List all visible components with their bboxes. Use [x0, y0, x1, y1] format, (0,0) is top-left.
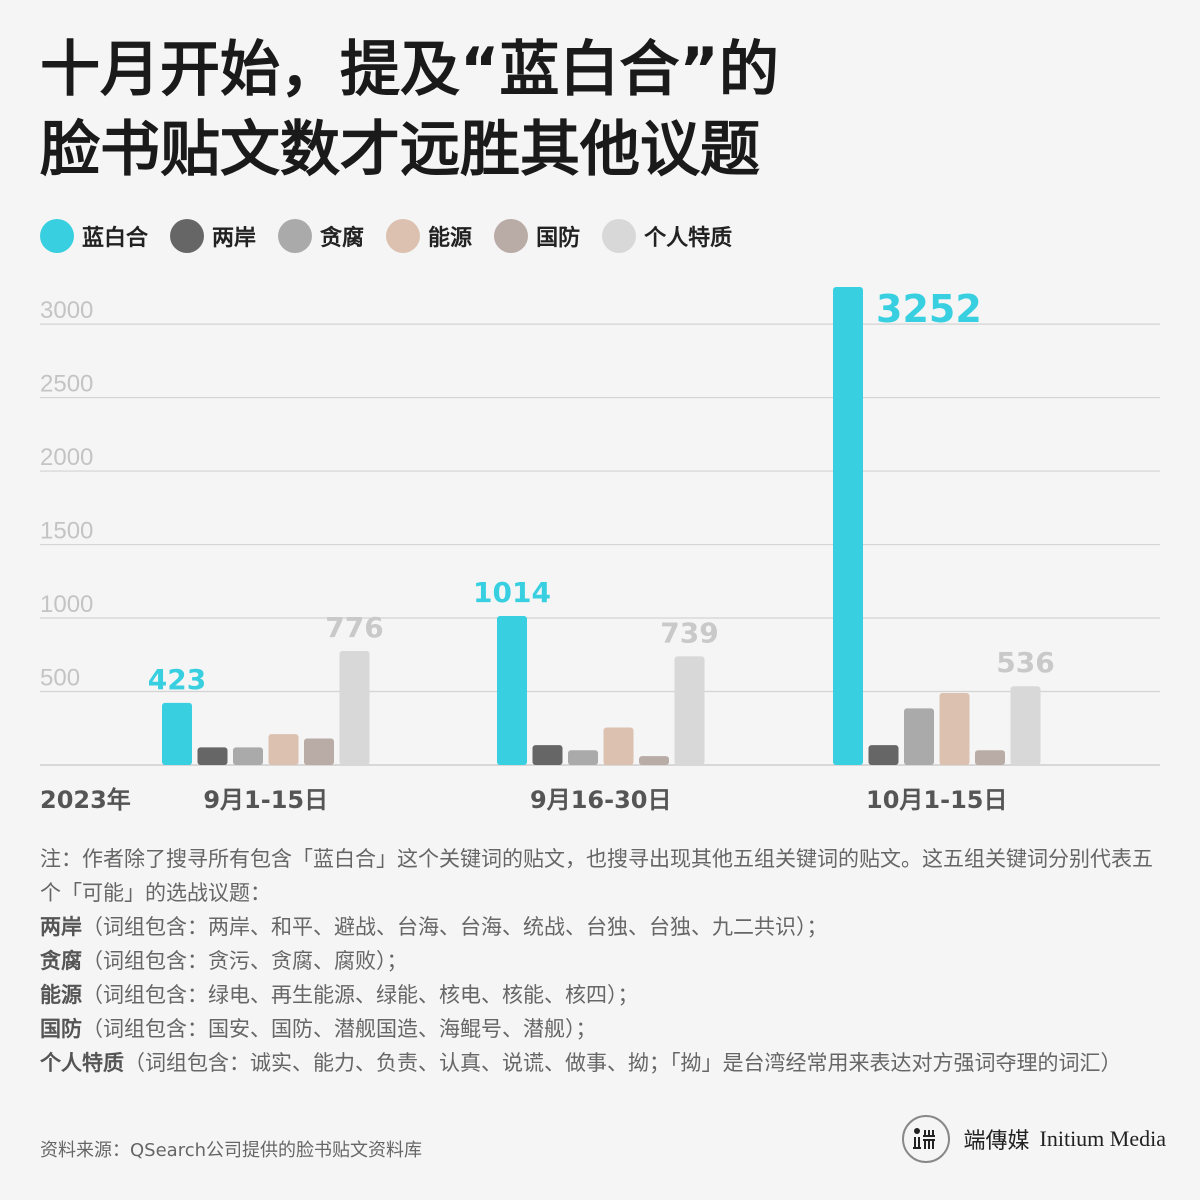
chart-title: 十月开始，提及“蓝白合”的 脸书贴文数才远胜其他议题: [40, 30, 1160, 190]
data-label: 3252: [876, 287, 982, 331]
bar: [532, 745, 563, 765]
note-topic: 两岸: [40, 915, 82, 939]
y-tick-label: 3000: [40, 297, 93, 324]
bar: [833, 287, 863, 765]
brand-name-en: Initium Media: [1039, 1126, 1166, 1151]
note-text: （词组包含：绿电、再生能源、绿能、核电、核能、核四）；: [82, 983, 639, 1007]
bar: [868, 745, 899, 765]
bar: [639, 756, 669, 765]
bar: [568, 750, 598, 765]
x-tick-label: 9月16-30日: [530, 786, 671, 814]
legend-item: 贪腐: [278, 219, 364, 253]
note-topic: 能源: [40, 983, 82, 1007]
note-text: （词组包含：两岸、和平、避战、台海、台海、统战、台独、台独、九二共识）；: [82, 915, 828, 939]
bar: [304, 738, 334, 765]
note-line: 两岸（词组包含：两岸、和平、避战、台海、台海、统战、台独、台独、九二共识）；: [40, 910, 1165, 944]
legend-item: 蓝白合: [40, 219, 148, 253]
title-line-1: 十月开始，提及“蓝白合”的: [40, 35, 779, 105]
legend-swatch-icon: [40, 219, 74, 253]
note-topic: 个人特质: [40, 1051, 124, 1075]
data-label: 536: [996, 646, 1054, 679]
legend-swatch-icon: [278, 219, 313, 253]
legend-label: 贪腐: [320, 226, 365, 251]
bar: [975, 750, 1005, 765]
legend-item: 两岸: [170, 219, 256, 253]
note-line: 个人特质（词组包含：诚实、能力、负责、认真、说谎、做事、拗；「拗」是台湾经常用来…: [40, 1046, 1165, 1080]
legend-item: 国防: [494, 219, 580, 253]
legend-swatch-icon: [494, 219, 529, 253]
brand-name-cn: 端傳媒: [963, 1129, 1030, 1154]
note-line: 国防（词组包含：国安、国防、潜舰国造、海鲲号、潜舰）；: [40, 1012, 1165, 1046]
note-text: 注：作者除了搜寻所有包含「蓝白合」这个关键词的贴文，也搜寻出现其他五组关键词的贴…: [40, 847, 1153, 905]
source-note: 资料来源：QSearch公司提供的脸书贴文资料库: [40, 1140, 423, 1161]
note-text: （词组包含：贪污、贪腐、腐败）；: [82, 949, 408, 973]
bar: [674, 656, 705, 765]
y-tick-label: 2500: [40, 371, 93, 398]
bar: [233, 747, 263, 765]
footnote: 注：作者除了搜寻所有包含「蓝白合」这个关键词的贴文，也搜寻出现其他五组关键词的贴…: [40, 842, 1165, 1080]
legend-swatch-icon: [170, 219, 205, 253]
legend-label: 两岸: [212, 226, 257, 251]
x-tick-label: 10月1-15日: [866, 786, 1007, 814]
legend-label: 能源: [428, 226, 473, 251]
data-label: 776: [325, 611, 383, 644]
y-tick-label: 1000: [40, 591, 93, 618]
bar: [162, 702, 192, 765]
legend-item: 个人特质: [602, 219, 732, 253]
bar: [339, 650, 370, 765]
bar: [904, 708, 934, 765]
brand: 端傳媒 Initium Media: [901, 1112, 1166, 1166]
bar: [939, 692, 970, 765]
legend-swatch-icon: [386, 219, 421, 253]
data-label: 423: [148, 663, 206, 696]
legend-label: 个人特质: [644, 226, 733, 251]
bar: [497, 615, 527, 765]
year-label: 2023年: [40, 786, 131, 814]
y-tick-label: 1500: [40, 518, 93, 545]
y-tick-label: 2000: [40, 444, 93, 471]
data-label: 739: [660, 616, 718, 649]
bar: [268, 734, 299, 765]
legend-label: 蓝白合: [82, 226, 149, 251]
bar: [603, 727, 634, 765]
data-label: 1014: [473, 576, 551, 609]
legend-swatch-icon: [602, 219, 637, 253]
legend-item: 能源: [386, 219, 472, 253]
note-line: 能源（词组包含：绿电、再生能源、绿能、核电、核能、核四）；: [40, 978, 1165, 1012]
title-line-2: 脸书贴文数才远胜其他议题: [40, 115, 760, 185]
y-tick-label: 500: [40, 665, 80, 692]
bar-chart: 500 1000 1500 2000 2500 3000 423 776 9月1-15日 1014…: [40, 287, 1160, 814]
note-text: （词组包含：国安、国防、潜舰国造、海鲲号、潜舰）；: [82, 1017, 597, 1041]
note-line: 贪腐（词组包含：贪污、贪腐、腐败）；: [40, 944, 1165, 978]
x-tick-label: 9月1-15日: [203, 786, 328, 814]
initium-logo-icon: [901, 1115, 950, 1163]
note-text: （词组包含：诚实、能力、负责、认真、说谎、做事、拗；「拗」是台湾经常用来表达对方…: [124, 1051, 1122, 1075]
bar: [1010, 686, 1041, 765]
bar: [197, 747, 228, 765]
note-line: 注：作者除了搜寻所有包含「蓝白合」这个关键词的贴文，也搜寻出现其他五组关键词的贴…: [40, 842, 1165, 910]
legend-label: 国防: [536, 226, 581, 251]
legend: 蓝白合 两岸 贪腐 能源 国防 个人特质: [40, 218, 754, 254]
note-topic: 贪腐: [40, 949, 82, 973]
note-topic: 国防: [40, 1017, 82, 1041]
